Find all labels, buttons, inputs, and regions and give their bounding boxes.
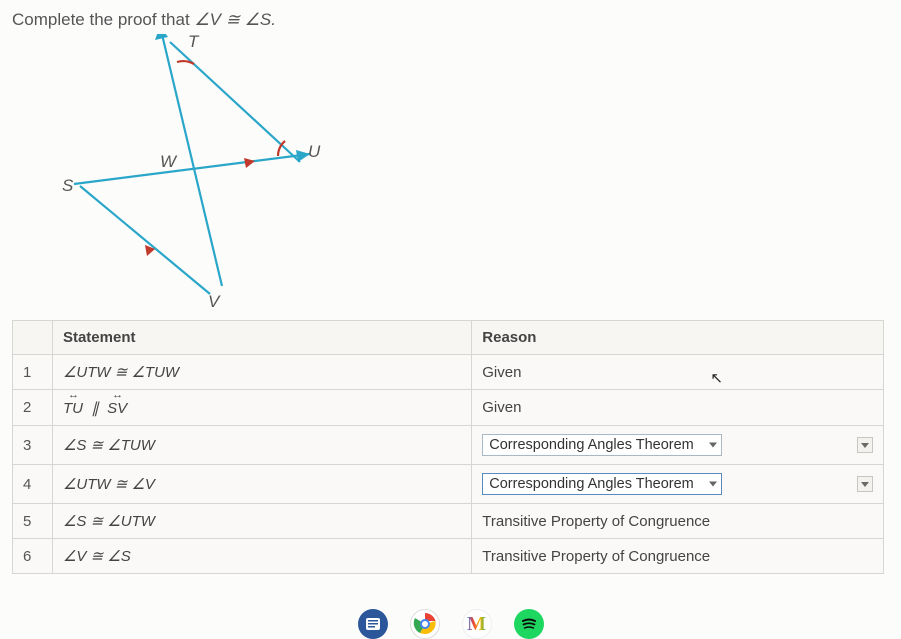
reason-cell: Given ↖ [472, 355, 884, 390]
gmail-glyph: M [467, 613, 486, 636]
reason-cell: Transitive Property of Congruence [472, 539, 884, 574]
reason-cell: Corresponding Angles Theorem [472, 465, 884, 504]
row-number: 2 [13, 390, 53, 426]
table-row: 3 ∠S ≅ ∠TUW Corresponding Angles Theorem [13, 426, 884, 465]
dropdown-value: Corresponding Angles Theorem [489, 437, 693, 453]
proof-table: Statement Reason 1 ∠UTW ≅ ∠TUW Given ↖ 2… [12, 320, 884, 574]
label-w: W [160, 152, 176, 172]
statement-cell: ∠S ≅ ∠UTW [52, 504, 471, 539]
chevron-down-icon[interactable] [857, 437, 873, 453]
word-icon[interactable] [358, 609, 388, 639]
taskbar-dock: M [358, 609, 544, 639]
reason-text: Given [482, 364, 521, 381]
table-row: 5 ∠S ≅ ∠UTW Transitive Property of Congr… [13, 504, 884, 539]
label-v: V [208, 292, 219, 312]
table-row: 2 ↔TU ∥ ↔SV Given [13, 390, 884, 426]
header-reason: Reason [472, 321, 884, 355]
chevron-down-icon[interactable] [857, 476, 873, 492]
label-t: T [188, 32, 198, 52]
segment-sv: ↔SV [107, 398, 127, 417]
prompt-text: Complete the proof that ∠V ≅ ∠S. [0, 0, 901, 30]
table-row: 4 ∠UTW ≅ ∠V Corresponding Angles Theorem [13, 465, 884, 504]
table-row: 1 ∠UTW ≅ ∠TUW Given ↖ [13, 355, 884, 390]
reason-dropdown[interactable]: Corresponding Angles Theorem [482, 473, 722, 495]
label-u: U [308, 142, 320, 162]
row-number: 6 [13, 539, 53, 574]
statement-cell: ∠UTW ≅ ∠V [52, 465, 471, 504]
statement-cell: ∠S ≅ ∠TUW [52, 426, 471, 465]
prompt-expression: ∠V ≅ ∠S. [194, 10, 276, 29]
reason-cell: Transitive Property of Congruence [472, 504, 884, 539]
segment-tu: ↔TU [63, 398, 83, 417]
statement-cell: ∠V ≅ ∠S [52, 539, 471, 574]
reason-dropdown[interactable]: Corresponding Angles Theorem [482, 434, 722, 456]
row-number: 3 [13, 426, 53, 465]
row-number: 5 [13, 504, 53, 539]
table-header-row: Statement Reason [13, 321, 884, 355]
prompt-prefix: Complete the proof that [12, 10, 194, 29]
spotify-icon[interactable] [514, 609, 544, 639]
header-statement: Statement [52, 321, 471, 355]
reason-cell: Given [472, 390, 884, 426]
gmail-icon[interactable]: M [462, 609, 492, 639]
statement-cell: ∠UTW ≅ ∠TUW [52, 355, 471, 390]
table-row: 6 ∠V ≅ ∠S Transitive Property of Congrue… [13, 539, 884, 574]
chrome-icon[interactable] [410, 609, 440, 639]
header-blank [13, 321, 53, 355]
row-number: 1 [13, 355, 53, 390]
reason-cell: Corresponding Angles Theorem [472, 426, 884, 465]
dropdown-value: Corresponding Angles Theorem [489, 476, 693, 492]
label-s: S [62, 176, 73, 196]
row-number: 4 [13, 465, 53, 504]
statement-cell: ↔TU ∥ ↔SV [52, 390, 471, 426]
geometry-diagram: T U W S V [60, 34, 380, 314]
cursor-icon: ↖ [710, 369, 723, 387]
